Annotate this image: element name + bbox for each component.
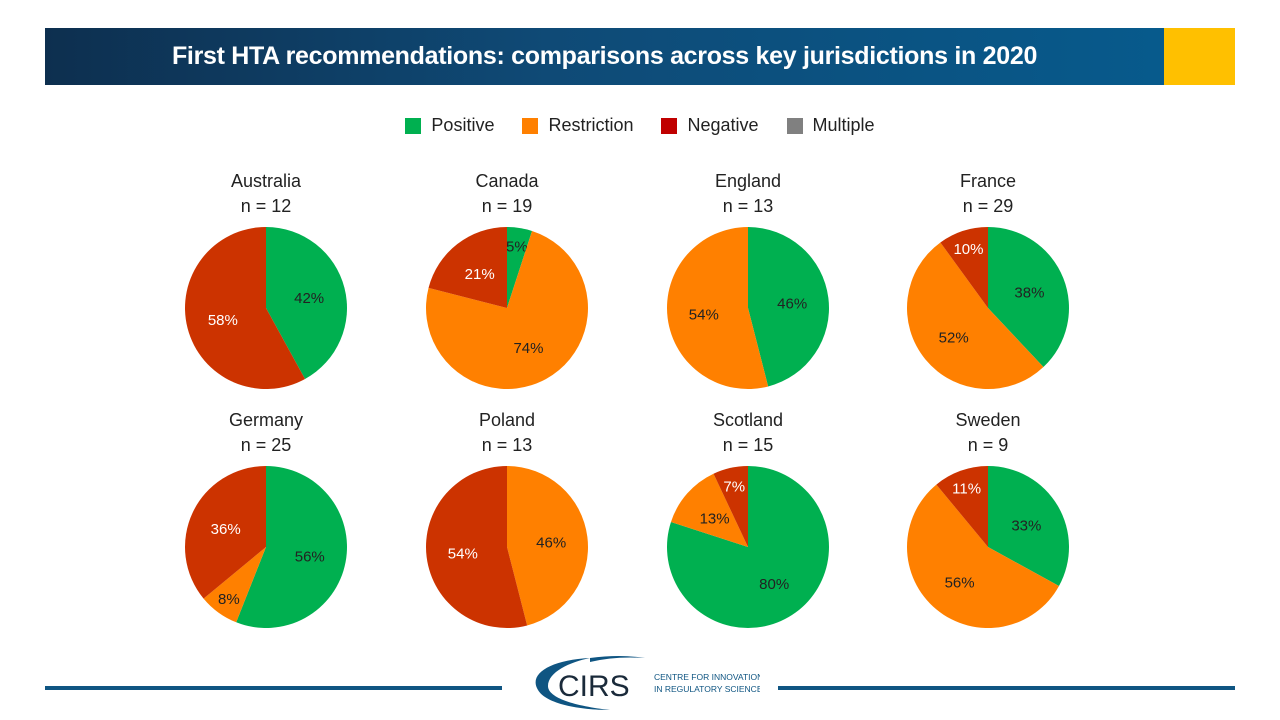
- pie-data-label: 13%: [700, 511, 730, 528]
- pie-data-label: 8%: [218, 591, 240, 608]
- legend-swatch: [786, 117, 803, 134]
- cirs-logo: CIRS Centre for Innovation in Regulatory…: [535, 656, 760, 710]
- pie-title: Canada: [475, 171, 539, 191]
- pie-slice-negative: [428, 227, 507, 308]
- svg-text:Centre for Innovation: Centre for Innovation: [654, 672, 760, 682]
- pie-title: Sweden: [955, 410, 1020, 430]
- pie-slice-restriction: [507, 466, 589, 626]
- pie-title: France: [960, 171, 1016, 191]
- pie-n: n = 25: [241, 435, 292, 455]
- pie-slice-restriction: [203, 547, 266, 623]
- pie-canada: Canada n = 19 5% 74% 21%: [425, 171, 588, 389]
- pie-n: n = 19: [482, 196, 533, 216]
- pie-data-label: 11%: [952, 481, 981, 498]
- pie-germany: Germany n = 25 56% 8% 36%: [185, 410, 348, 628]
- pie-slice-positive: [988, 466, 1069, 587]
- pie-england: England n = 13 46% 54%: [667, 171, 829, 389]
- pie-data-label: 5%: [506, 239, 528, 256]
- pie-data-label: 42%: [294, 290, 324, 307]
- pie-slice-restriction: [667, 227, 769, 389]
- pie-slice-negative: [426, 466, 528, 628]
- pie-slice-positive: [748, 227, 829, 387]
- pie-data-label: 7%: [723, 478, 745, 495]
- pie-poland: Poland n = 13 46% 54%: [426, 410, 589, 628]
- pie-slice-restriction: [907, 242, 1044, 389]
- pie-data-label: 56%: [295, 548, 325, 565]
- title-banner: First HTA recommendations: comparisons a…: [45, 28, 1164, 85]
- pie-n: n = 12: [241, 196, 292, 216]
- footer-line-right: [778, 686, 1235, 690]
- legend-restriction: Restriction: [522, 115, 633, 136]
- pie-data-label: 56%: [945, 574, 975, 591]
- pie-data-label: 10%: [953, 241, 983, 258]
- pie-data-label: 36%: [211, 521, 241, 538]
- pie-slice-negative: [936, 466, 988, 547]
- pie-slice-restriction: [670, 473, 748, 547]
- pie-slice-restriction: [906, 484, 1059, 629]
- pie-data-label: 74%: [513, 340, 543, 357]
- svg-text:CIRS: CIRS: [558, 670, 630, 703]
- legend-swatch: [405, 117, 422, 134]
- legend-swatch: [522, 117, 539, 134]
- pie-slice-negative: [185, 466, 266, 599]
- legend-label: Negative: [687, 115, 759, 135]
- pie-title: Poland: [479, 410, 535, 430]
- pie-data-label: 52%: [939, 329, 969, 346]
- pie-slice-positive: [236, 466, 348, 628]
- pie-slice-negative: [713, 466, 748, 547]
- pie-data-label: 54%: [448, 546, 478, 563]
- pie-data-label: 33%: [1011, 517, 1041, 534]
- legend-positive: Positive: [405, 115, 494, 136]
- legend-label: Positive: [431, 115, 495, 135]
- pie-data-label: 46%: [777, 295, 807, 312]
- pie-slice-positive: [507, 227, 533, 308]
- pie-scotland: Scotland n = 15 80% 13% 7%: [667, 410, 829, 628]
- footer-line-left: [45, 686, 502, 690]
- pie-n: n = 29: [963, 196, 1014, 216]
- pie-australia: Australia n = 12 42% 58%: [184, 171, 347, 389]
- pie-slice-positive: [988, 227, 1069, 368]
- pie-data-label: 21%: [465, 266, 495, 283]
- pie-title: Australia: [231, 171, 302, 191]
- slide-title: First HTA recommendations: comparisons a…: [171, 42, 1038, 70]
- pie-slice-restriction: [425, 230, 588, 389]
- pie-n: n = 9: [968, 435, 1009, 455]
- pie-data-label: 38%: [1014, 285, 1044, 302]
- pie-n: n = 13: [723, 196, 774, 216]
- pie-slice-negative: [940, 227, 988, 308]
- legend: Positive Restriction Negative Multiple: [0, 115, 1280, 136]
- pie-title: Scotland: [713, 410, 783, 430]
- legend-multiple: Multiple: [786, 115, 875, 136]
- pie-data-label: 54%: [689, 307, 719, 324]
- pie-data-label: 58%: [208, 312, 238, 329]
- pie-n: n = 15: [723, 435, 774, 455]
- legend-label: Multiple: [812, 115, 875, 135]
- pie-title: Germany: [229, 410, 303, 430]
- pie-france: France n = 29 38% 52% 10%: [907, 171, 1069, 389]
- pie-slice-positive: [266, 227, 347, 379]
- legend-negative: Negative: [661, 115, 759, 136]
- pie-data-label: 80%: [759, 576, 789, 593]
- pie-slice-negative: [184, 227, 306, 389]
- pie-data-label: 46%: [536, 534, 566, 551]
- legend-swatch: [661, 117, 678, 134]
- pie-n: n = 13: [482, 435, 533, 455]
- legend-label: Restriction: [548, 115, 634, 135]
- pie-title: England: [715, 171, 781, 191]
- accent-block: [1164, 28, 1235, 85]
- pie-sweden: Sweden n = 9 33% 56% 11%: [906, 410, 1069, 629]
- svg-text:in Regulatory Science: in Regulatory Science: [654, 684, 760, 694]
